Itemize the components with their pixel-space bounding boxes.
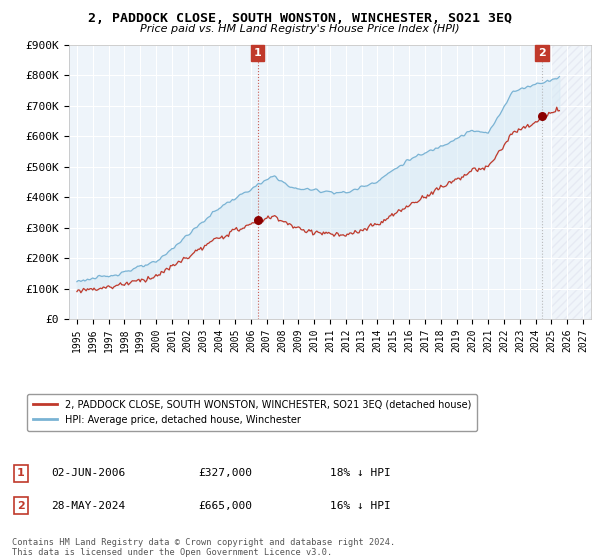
- Text: 2: 2: [538, 48, 546, 58]
- Text: 02-JUN-2006: 02-JUN-2006: [51, 468, 125, 478]
- Text: 18% ↓ HPI: 18% ↓ HPI: [330, 468, 391, 478]
- Text: £665,000: £665,000: [198, 501, 252, 511]
- Text: 28-MAY-2024: 28-MAY-2024: [51, 501, 125, 511]
- Text: 16% ↓ HPI: 16% ↓ HPI: [330, 501, 391, 511]
- Text: Contains HM Land Registry data © Crown copyright and database right 2024.
This d: Contains HM Land Registry data © Crown c…: [12, 538, 395, 557]
- Text: 1: 1: [17, 468, 25, 478]
- Text: 1: 1: [254, 48, 262, 58]
- Text: 2: 2: [17, 501, 25, 511]
- Legend: 2, PADDOCK CLOSE, SOUTH WONSTON, WINCHESTER, SO21 3EQ (detached house), HPI: Ave: 2, PADDOCK CLOSE, SOUTH WONSTON, WINCHES…: [27, 394, 477, 431]
- Point: [253, 215, 262, 224]
- Text: 2, PADDOCK CLOSE, SOUTH WONSTON, WINCHESTER, SO21 3EQ: 2, PADDOCK CLOSE, SOUTH WONSTON, WINCHES…: [88, 12, 512, 25]
- Text: Price paid vs. HM Land Registry's House Price Index (HPI): Price paid vs. HM Land Registry's House …: [140, 24, 460, 34]
- Text: £327,000: £327,000: [198, 468, 252, 478]
- Point: [537, 112, 547, 121]
